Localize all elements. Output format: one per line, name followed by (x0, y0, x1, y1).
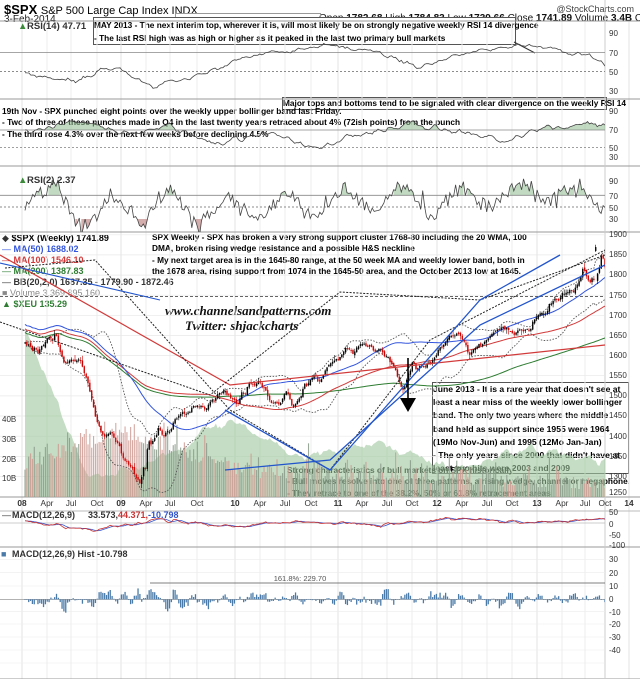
svg-text:1750: 1750 (609, 291, 627, 300)
svg-text:1900: 1900 (609, 230, 627, 239)
svg-text:10: 10 (230, 498, 240, 508)
svg-text:50: 50 (609, 68, 618, 77)
svg-text:30B: 30B (2, 435, 16, 444)
svg-text:70: 70 (609, 192, 618, 201)
svg-text:Oct: Oct (191, 498, 205, 508)
svg-text:1400: 1400 (609, 432, 627, 441)
svg-text:Apr: Apr (456, 498, 469, 508)
svg-text:-10: -10 (609, 608, 621, 617)
svg-text:44.371,: 44.371, (118, 510, 148, 520)
svg-text:■: ■ (1, 549, 6, 559)
svg-text:Jul: Jul (66, 498, 77, 508)
svg-text:33.573,: 33.573, (88, 510, 118, 520)
svg-text:70: 70 (609, 126, 618, 135)
svg-text:90: 90 (609, 29, 618, 38)
svg-text:08: 08 (17, 498, 27, 508)
svg-text:1450: 1450 (609, 411, 627, 420)
svg-text:161.8%: 229.70: 161.8%: 229.70 (274, 574, 327, 583)
svg-text:Apr: Apr (356, 498, 369, 508)
svg-text:Jul: Jul (482, 498, 493, 508)
svg-text:MACD(12,26,9) Hist -10.798: MACD(12,26,9) Hist -10.798 (12, 549, 128, 559)
svg-text:-10.798: -10.798 (148, 510, 179, 520)
svg-text:1300: 1300 (609, 472, 627, 481)
svg-text:Oct: Oct (506, 498, 520, 508)
svg-text:20B: 20B (2, 455, 16, 464)
svg-text:50: 50 (609, 144, 618, 153)
svg-text:Apr: Apr (41, 498, 54, 508)
svg-text:Jul: Jul (280, 498, 291, 508)
svg-text:40B: 40B (2, 415, 16, 424)
svg-text:1850: 1850 (609, 250, 627, 259)
svg-text:0: 0 (609, 595, 614, 604)
svg-text:-30: -30 (609, 633, 621, 642)
svg-text:-50: -50 (609, 531, 621, 540)
svg-text:Oct: Oct (406, 498, 420, 508)
svg-text:Apr: Apr (140, 498, 153, 508)
svg-text:30: 30 (609, 153, 618, 162)
svg-text:14: 14 (624, 498, 634, 508)
svg-text:50: 50 (609, 204, 618, 213)
svg-text:―: ― (2, 510, 11, 520)
svg-text:-40: -40 (609, 646, 621, 655)
svg-text:30: 30 (609, 87, 618, 96)
svg-text:Apr: Apr (556, 498, 569, 508)
svg-text:-100: -100 (609, 541, 626, 550)
svg-text:Oct: Oct (305, 498, 319, 508)
svg-text:MACD(12,26,9): MACD(12,26,9) (12, 510, 75, 520)
svg-text:Jul: Jul (165, 498, 176, 508)
svg-text:30: 30 (609, 215, 618, 224)
svg-text:Jul: Jul (382, 498, 393, 508)
svg-text:10B: 10B (2, 474, 16, 483)
svg-text:Apr: Apr (254, 498, 267, 508)
svg-text:12: 12 (432, 498, 442, 508)
svg-text:1500: 1500 (609, 391, 627, 400)
svg-text:1650: 1650 (609, 331, 627, 340)
svg-text:▲: ▲ (18, 175, 27, 186)
svg-text:13: 13 (532, 498, 542, 508)
svg-text:50: 50 (609, 508, 618, 517)
svg-text:1800: 1800 (609, 270, 627, 279)
svg-text:30: 30 (609, 555, 618, 564)
svg-text:-20: -20 (609, 620, 621, 629)
svg-text:1350: 1350 (609, 452, 627, 461)
svg-text:11: 11 (334, 498, 343, 508)
svg-text:20: 20 (609, 569, 618, 578)
svg-text:0: 0 (609, 520, 614, 529)
svg-text:Oct: Oct (91, 498, 105, 508)
svg-text:90: 90 (609, 107, 618, 116)
svg-text:Oct: Oct (599, 498, 613, 508)
svg-text:RSI(2) 2.37: RSI(2) 2.37 (27, 175, 76, 186)
svg-text:RSI(14) 47.71: RSI(14) 47.71 (27, 21, 87, 32)
svg-text:70: 70 (609, 49, 618, 58)
svg-text:10: 10 (609, 582, 618, 591)
svg-text:1700: 1700 (609, 311, 627, 320)
svg-text:1600: 1600 (609, 351, 627, 360)
svg-text:Jul: Jul (580, 498, 591, 508)
svg-text:1250: 1250 (609, 488, 627, 497)
svg-text:▲: ▲ (18, 21, 27, 32)
svg-text:90: 90 (609, 177, 618, 186)
svg-text:09: 09 (116, 498, 126, 508)
svg-text:1550: 1550 (609, 371, 627, 380)
